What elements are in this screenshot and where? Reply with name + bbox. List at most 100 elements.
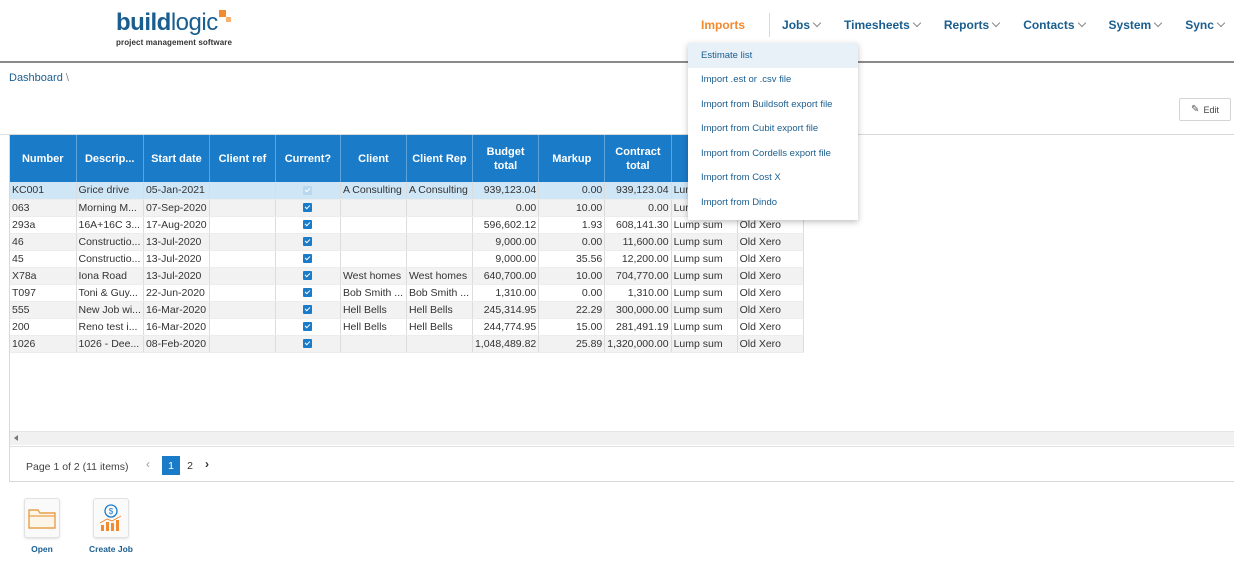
cell-budget-total: 1,310.00 [472,284,540,302]
current-checkbox[interactable] [303,288,313,298]
current-checkbox[interactable] [303,339,313,349]
column-header-budget-total[interactable]: Budget total [472,135,540,182]
open-tile[interactable] [24,498,60,538]
table-row[interactable]: 555 New Job wi... 16-Mar-2020 Hell Bells Hel… [10,301,804,319]
chevron-down-icon [812,18,822,28]
current-checkbox[interactable] [303,305,313,315]
menu-item-estimate-list[interactable]: Estimate list [688,43,858,68]
cell-client-ref [209,233,276,251]
horizontal-scrollbar[interactable] [10,431,1234,445]
cell-client-rep: Hell Bells [406,301,473,319]
pager-page-2[interactable]: 2 [187,459,193,472]
cell-contract-type: Lump sum [671,250,738,268]
table-row[interactable]: 1026 1026 - Dee... 08-Feb-2020 1,048,489.82… [10,335,804,353]
cell-client-rep: A Consulting [406,182,473,200]
cell-description: Iona Road [76,267,144,285]
column-header-client[interactable]: Client [340,135,407,182]
cell-contract-total: 1,320,000.00 [604,335,672,353]
cell-start-date: 16-Mar-2020 [143,301,210,319]
table-row[interactable]: 200 Reno test i... 16-Mar-2020 Hell Bells He… [10,318,804,336]
create-job-action[interactable]: $ Create Job [79,498,143,554]
edit-button-label: Edit [1203,104,1219,115]
column-header-contract-total[interactable]: Contract total [604,135,672,182]
cell-markup: 22.29 [538,301,606,319]
table-row[interactable]: 063 Morning M... 07-Sep-2020 0.00 10.00 0.00 L… [10,199,804,217]
cell-number: T097 [10,284,77,302]
column-header-current[interactable]: Current? [275,135,341,182]
cell-current [275,335,341,353]
column-header-start-date[interactable]: Start date [143,135,210,182]
create-job-icon: $ [99,504,122,531]
menu-item-import-costx[interactable]: Import from Cost X [701,172,781,184]
cell-number: 200 [10,318,77,336]
cell-markup: 15.00 [538,318,606,336]
cell-current [275,199,341,217]
chevron-down-icon [1077,18,1086,28]
nav-imports-label: Imports [701,18,746,32]
cell-budget-total: 244,774.95 [472,318,540,336]
menu-item-import-dindo[interactable]: Import from Dindo [701,196,778,208]
table-row[interactable]: 46 Constructio... 13-Jul-2020 9,000.00 0.00 1… [10,233,804,251]
cell-accounts: Old Xero [737,216,804,234]
open-action[interactable]: Open [10,498,74,554]
column-header-client-ref[interactable]: Client ref [209,135,276,182]
edit-button[interactable]: ✎ Edit [1179,98,1231,121]
current-checkbox[interactable] [303,237,313,247]
cell-description: 1026 - Dee... [76,335,144,353]
create-job-tile[interactable]: $ [93,498,129,538]
cell-markup: 0.00 [538,182,606,200]
nav-timesheets[interactable]: Timesheets [832,0,932,50]
column-header-client-rep[interactable]: Client Rep [406,135,473,182]
chevron-down-icon [912,18,922,28]
current-checkbox[interactable] [303,185,313,195]
nav-sync[interactable]: Sync [1173,0,1234,50]
cell-description: Reno test i... [76,318,144,336]
current-checkbox[interactable] [303,322,313,332]
menu-item-import-buildsoft[interactable]: Import from Buildsoft export file [701,98,833,110]
cell-client: Bob Smith ... [340,284,407,302]
cell-accounts: Old Xero [737,318,804,336]
cell-start-date: 17-Aug-2020 [143,216,210,234]
cell-budget-total: 1,048,489.82 [472,335,540,353]
folder-icon [28,509,56,529]
pager-page-1[interactable]: 1 [162,456,180,475]
current-checkbox[interactable] [303,254,313,264]
pencil-icon: ✎ [1191,104,1200,115]
cell-contract-total: 11,600.00 [604,233,672,251]
menu-item-import-cubit[interactable]: Import from Cubit export file [701,123,819,135]
column-header-number[interactable]: Number [10,135,77,182]
current-checkbox[interactable] [303,271,313,281]
buildlogic-logo[interactable]: buildlogic project management software [116,9,232,48]
nav-imports[interactable]: Imports [688,13,771,37]
table-row[interactable]: 293a 16A+16C 3... 17-Aug-2020 596,602.12 1.9… [10,216,804,234]
menu-item-import-est-csv[interactable]: Import .est or .csv file [701,74,792,86]
cell-accounts: Old Xero [737,267,804,285]
logo-logic-text: logic [170,9,218,36]
pager-prev-button[interactable]: ‹ [146,457,150,471]
nav-system[interactable]: System [1097,0,1174,50]
breadcrumb-separator: \ [65,72,69,84]
cell-markup: 1.93 [538,216,606,234]
cell-client-ref [209,284,276,302]
pager-next-button[interactable]: › [205,457,209,471]
cell-client-ref [209,318,276,336]
nav-reports[interactable]: Reports [932,0,1011,50]
nav-contacts[interactable]: Contacts [1011,0,1096,50]
cell-client: Hell Bells [340,318,407,336]
cell-contract-type: Lump sum [671,233,738,251]
table-row[interactable]: X78a Iona Road 13-Jul-2020 West homes West h… [10,267,804,285]
current-checkbox[interactable] [303,220,313,230]
breadcrumb-dashboard-link[interactable]: Dashboard [9,72,63,84]
table-row[interactable]: KC001 Grice drive 05-Jan-2021 A Consulting A… [10,182,804,200]
cell-accounts: Old Xero [737,233,804,251]
table-row[interactable]: T097 Toni & Guy... 22-Jun-2020 Bob Smith ..… [10,284,804,302]
nav-jobs[interactable]: Jobs [770,0,832,50]
table-row[interactable]: 45 Constructio... 13-Jul-2020 9,000.00 35.56… [10,250,804,268]
cell-start-date: 07-Sep-2020 [143,199,210,217]
scroll-left-arrow-icon[interactable] [14,435,18,441]
current-checkbox[interactable] [303,203,313,213]
cell-description: Constructio... [76,233,144,251]
column-header-description[interactable]: Descrip... [76,135,144,182]
column-header-markup[interactable]: Markup [538,135,606,182]
menu-item-import-cordells[interactable]: Import from Cordells export file [701,147,831,159]
